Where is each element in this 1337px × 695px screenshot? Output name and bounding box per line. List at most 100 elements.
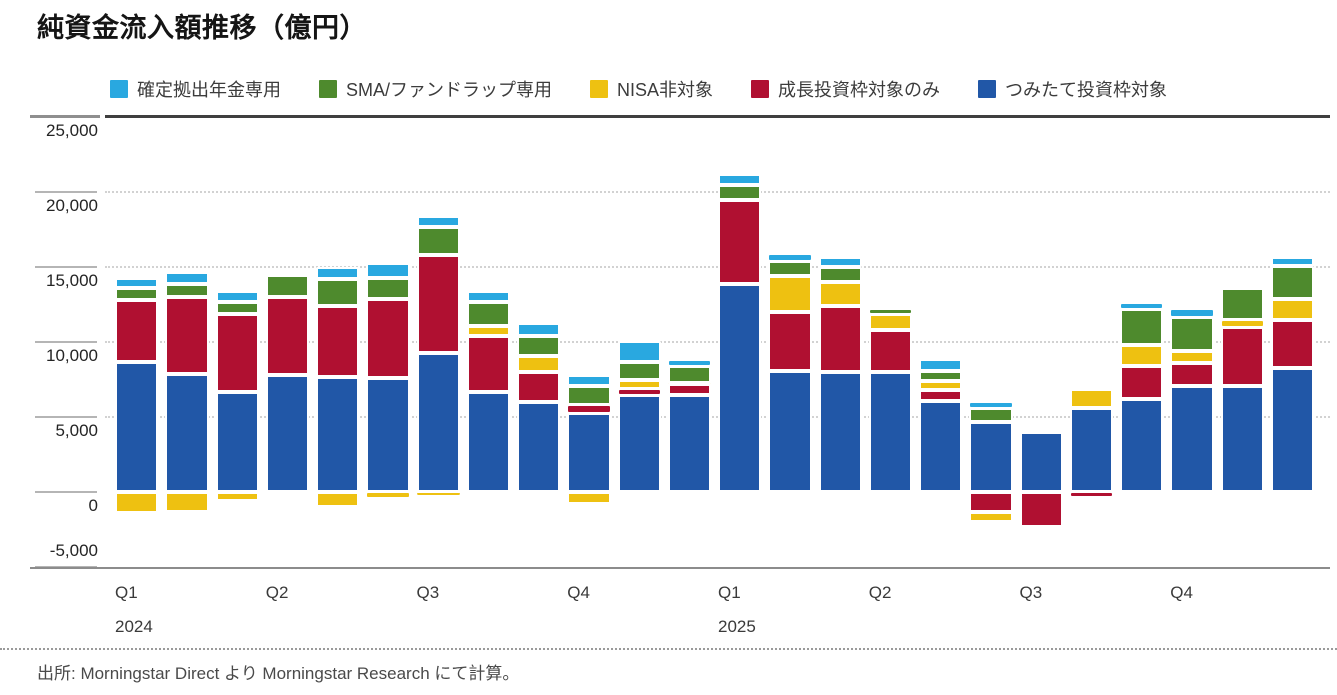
bar-segment: [215, 313, 259, 392]
bar-segment: [416, 255, 460, 353]
bar-segment: [1069, 408, 1114, 492]
bar-segment: [818, 282, 862, 306]
bar-segment: [969, 402, 1013, 408]
bar-segment: [366, 492, 410, 498]
bar-segment: [115, 300, 159, 362]
x-axis-quarter-label: Q2: [868, 583, 892, 602]
bar-segment: [215, 301, 259, 314]
bar-2025-01: [718, 117, 762, 567]
legend-label: SMA/ファンドラップ専用: [346, 80, 553, 100]
y-axis-label: -5,000: [49, 541, 98, 560]
bar-segment: [165, 271, 209, 284]
x-axis-year-label: 2024: [115, 617, 153, 636]
bar-segment: [567, 385, 611, 405]
bar-2025-04: [868, 117, 913, 567]
bar-segment: [115, 288, 159, 300]
y-axis-label: 20,000: [46, 196, 98, 215]
bar-segment: [316, 279, 360, 306]
bar-2024-05: [316, 117, 360, 567]
gridline: [105, 416, 1330, 418]
bar-segment: [969, 492, 1013, 512]
bar-segment: [617, 388, 661, 395]
bar-segment: [1170, 385, 1214, 492]
y-axis-label: 0: [88, 496, 98, 515]
bar-2024-08: [466, 117, 511, 567]
bar-segment: [718, 184, 762, 200]
bar-segment: [667, 384, 712, 395]
bar-segment: [466, 336, 511, 392]
gridline: [105, 341, 1330, 343]
bar-segment: [1069, 388, 1114, 408]
bar-segment: [1120, 366, 1164, 399]
axis-bottom-line: [30, 567, 1330, 569]
bar-2024-07: [416, 117, 460, 567]
bar-segment: [366, 298, 410, 378]
x-axis-quarter-label: Q4: [567, 583, 590, 602]
bar-segment: [1019, 492, 1063, 527]
bar-segment: [667, 394, 712, 492]
chart-legend: 確定拠出年金専用 SMA/ファンドラップ専用 NISA非対象 成長投資枠対象のみ つみた…: [110, 76, 1167, 102]
bar-segment: [517, 372, 561, 402]
bar-segment: [1270, 265, 1315, 299]
bar-segment: [366, 277, 410, 299]
bar-segment: [969, 408, 1013, 422]
axis-top-line-margin: [30, 115, 100, 118]
bar-segment: [667, 360, 712, 366]
x-axis-quarter-label: Q1: [115, 583, 138, 602]
bar-segment: [1120, 399, 1164, 492]
bar-segment: [115, 277, 159, 288]
axis-top-line: [105, 115, 1330, 118]
bar-segment: [316, 267, 360, 279]
bar-segment: [416, 492, 460, 495]
chart-title: 純資金流入額推移（億円）: [37, 13, 367, 43]
legend-label: NISA非対象: [617, 80, 714, 100]
bar-segment: [265, 274, 310, 297]
bar-2025-12: [1270, 117, 1315, 567]
bar-segment: [617, 379, 661, 389]
bar-segment: [1170, 316, 1214, 351]
bar-2025-05: [919, 117, 963, 567]
y-axis-tick: [35, 191, 97, 193]
bar-segment: [567, 412, 611, 492]
x-axis-quarter-label: Q4: [1170, 583, 1193, 602]
legend-swatch-icon: [590, 80, 609, 98]
bar-segment: [617, 361, 661, 380]
bar-2024-09: [517, 117, 561, 567]
bar-segment: [969, 511, 1013, 522]
bar-segment: [316, 376, 360, 492]
bar-segment: [1120, 345, 1164, 366]
y-axis-label: 15,000: [46, 271, 98, 290]
bar-2024-02: [165, 117, 209, 567]
y-axis-tick: [35, 341, 97, 343]
bar-2024-01: [115, 117, 159, 567]
bar-2024-04: [265, 117, 310, 567]
legend-label: つみたて投資枠対象: [1005, 80, 1168, 100]
gridline: [105, 266, 1330, 268]
bar-2025-11: [1220, 117, 1264, 567]
y-axis-tick: [35, 266, 97, 268]
bar-2025-03: [818, 117, 862, 567]
bar-segment: [919, 358, 963, 371]
y-axis-tick: [35, 491, 97, 493]
bar-segment: [215, 391, 259, 492]
legend-swatch-icon: [110, 80, 128, 98]
bar-segment: [1170, 309, 1214, 317]
bar-segment: [868, 309, 913, 314]
source-note: 出所: Morningstar Direct より Morningstar Re…: [37, 664, 520, 683]
bar-2025-07: [1019, 117, 1063, 567]
bar-segment: [718, 283, 762, 492]
bar-segment: [366, 262, 410, 278]
bar-segment: [617, 340, 661, 362]
y-axis-label: 25,000: [46, 121, 98, 140]
x-axis-quarter-label: Q1: [718, 583, 741, 602]
bar-2025-06: [969, 117, 1013, 567]
bar-segment: [768, 370, 812, 492]
bar-segment: [1120, 303, 1164, 309]
bar-segment: [1019, 432, 1063, 492]
bar-segment: [215, 291, 259, 302]
bar-2024-06: [366, 117, 410, 567]
bar-segment: [667, 382, 712, 384]
bar-segment: [265, 297, 310, 375]
bar-segment: [165, 492, 209, 512]
bar-segment: [969, 421, 1013, 492]
